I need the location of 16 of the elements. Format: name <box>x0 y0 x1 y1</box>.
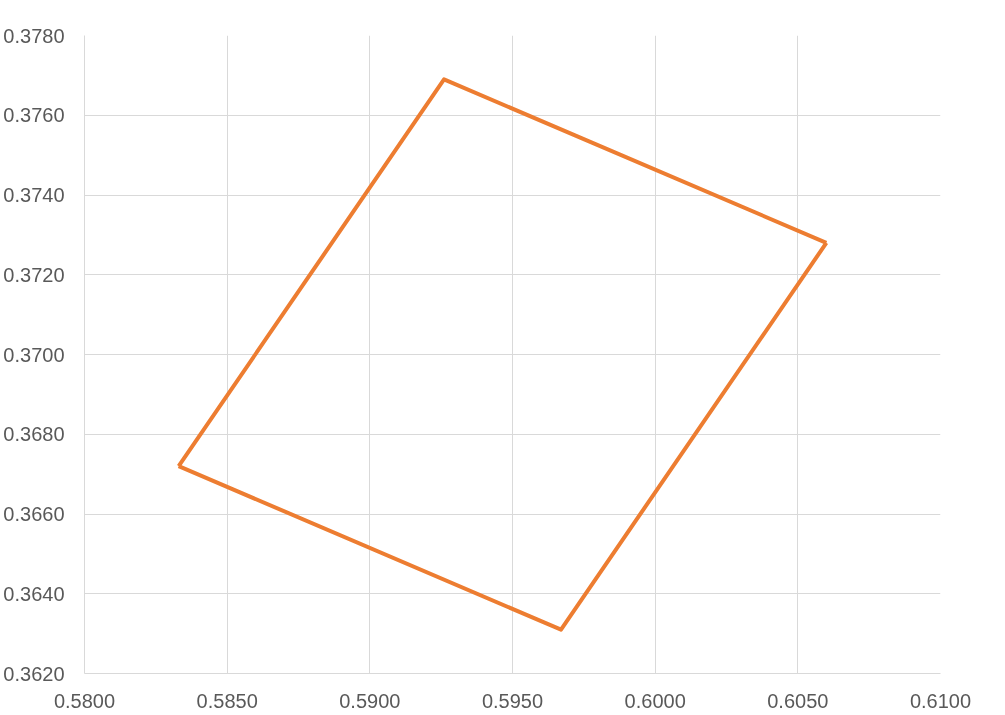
x-tick-label: 0.6000 <box>624 689 686 712</box>
x-tick-label: 0.5850 <box>196 689 258 712</box>
y-tick-label: 0.3760 <box>3 104 65 127</box>
x-tick-label: 0.5800 <box>53 689 116 712</box>
y-tick-label: 0.3700 <box>3 343 65 366</box>
y-tick-label: 0.3680 <box>3 423 65 446</box>
y-tick-label: 0.3740 <box>3 184 65 206</box>
y-tick-label: 0.3640 <box>3 582 65 605</box>
x-tick-label: 0.6100 <box>909 689 972 712</box>
y-tick-label: 0.3780 <box>3 24 65 47</box>
y-tick-label: 0.3720 <box>3 263 65 286</box>
x-tick-label: 0.5950 <box>481 689 544 712</box>
x-tick-label: 0.5900 <box>339 689 401 712</box>
y-tick-label: 0.3660 <box>3 503 65 525</box>
y-tick-label: 0.3620 <box>3 662 65 685</box>
x-tick-label: 0.6050 <box>767 689 829 712</box>
